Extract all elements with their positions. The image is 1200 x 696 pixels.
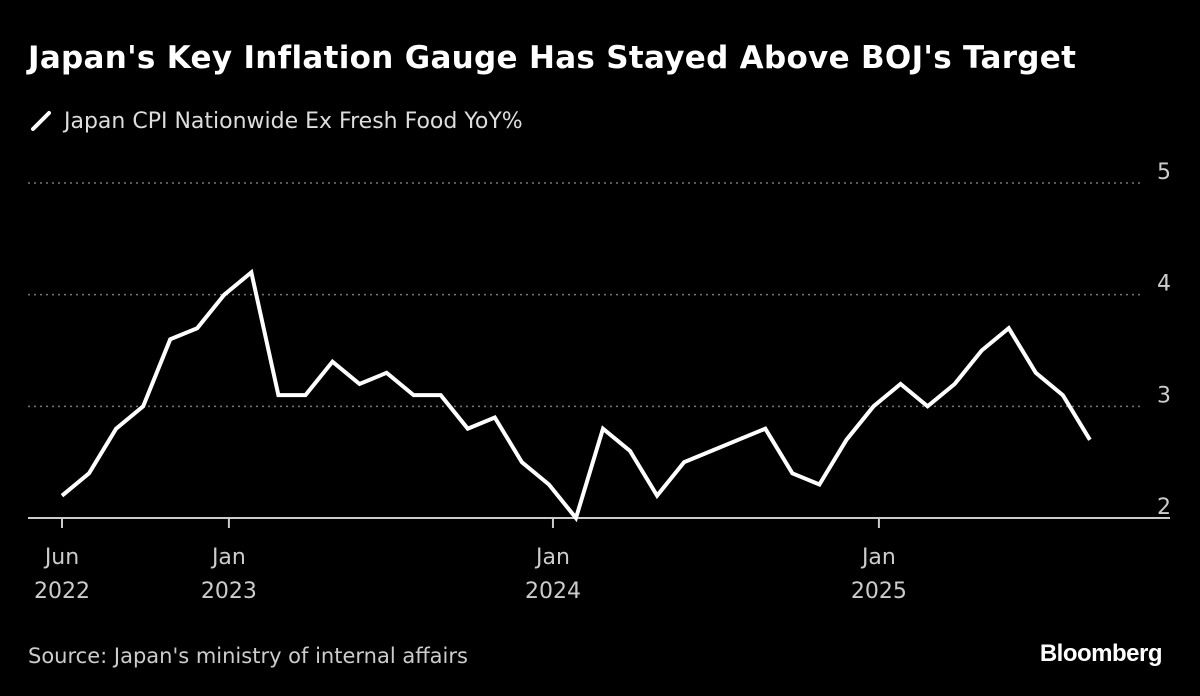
x-tick-label-year: 2022	[34, 579, 90, 604]
bloomberg-logo: Bloomberg	[1039, 640, 1163, 667]
x-tick-label-year: 2025	[851, 579, 907, 604]
source-note: Source: Japan's ministry of internal aff…	[28, 644, 468, 668]
x-tick-label-month: Jan	[534, 545, 570, 570]
x-tick-label-month: Jun	[43, 545, 79, 570]
y-tick-label: 2	[1157, 495, 1171, 520]
legend-line-icon	[31, 111, 51, 131]
y-tick-label: 4	[1157, 272, 1171, 297]
x-tick-label-month: Jan	[210, 545, 246, 570]
y-tick-label: 5	[1157, 160, 1171, 185]
x-tick-label-year: 2024	[525, 579, 581, 604]
legend: Japan CPI Nationwide Ex Fresh Food YoY%	[28, 108, 523, 134]
series-line	[60, 268, 1092, 523]
x-tick-label-year: 2023	[201, 579, 257, 604]
chart-title: Japan's Key Inflation Gauge Has Stayed A…	[28, 40, 1077, 76]
y-tick-label: 3	[1157, 383, 1171, 408]
x-tick-label-month: Jan	[860, 545, 896, 570]
legend-label: Japan CPI Nationwide Ex Fresh Food YoY%	[64, 108, 523, 134]
